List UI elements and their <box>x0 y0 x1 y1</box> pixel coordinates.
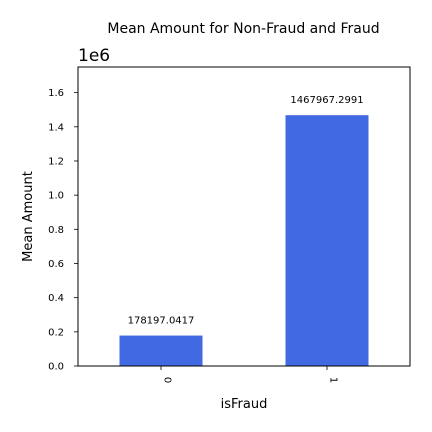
bars: 178197.0417 1467967.2991 <box>119 95 369 366</box>
y-tick-label: 0.2 <box>48 327 64 338</box>
data-label-0: 178197.0417 <box>128 316 195 327</box>
y-axis-offset-label: 1e6 <box>78 46 110 66</box>
y-tick-label: 1.6 <box>48 88 64 99</box>
y-tick-label: 0.4 <box>48 293 64 304</box>
plot-frame <box>77 66 411 367</box>
y-tick-label: 1.4 <box>48 122 64 133</box>
x-tick-label: 1 <box>328 377 339 383</box>
y-axis-ticks: 0.0 0.2 0.4 0.6 0.8 1.0 1.2 1.4 1.6 <box>48 88 78 373</box>
data-label-1: 1467967.2991 <box>290 95 363 106</box>
y-tick-label: 0.6 <box>48 259 64 270</box>
y-tick-label: 1.0 <box>48 191 64 202</box>
bar-0 <box>119 335 203 366</box>
y-axis-label: Mean Amount <box>21 171 36 262</box>
chart-title: Mean Amount for Non-Fraud and Fraud <box>107 21 379 37</box>
y-tick-label: 1.2 <box>48 156 64 167</box>
y-tick-label: 0.0 <box>48 362 64 373</box>
y-tick-label: 0.8 <box>48 225 64 236</box>
bar-1 <box>285 115 369 366</box>
x-axis-label: isFraud <box>221 397 268 412</box>
x-tick-label: 0 <box>162 377 173 383</box>
